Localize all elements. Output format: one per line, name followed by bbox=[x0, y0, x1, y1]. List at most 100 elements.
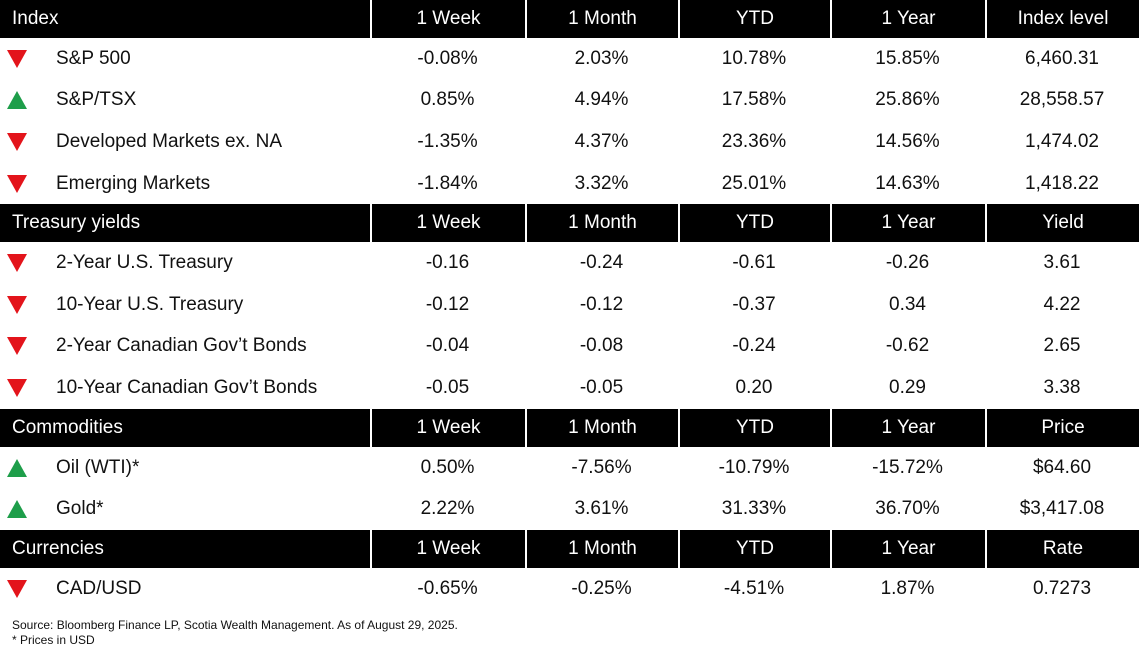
section-header: Commodities 1 Week 1 Month YTD 1 Year Price bbox=[0, 408, 1139, 447]
value-cell: -0.12 bbox=[525, 284, 678, 326]
value-cell: 2.03% bbox=[525, 38, 678, 80]
cell-text: 2.03% bbox=[574, 47, 629, 69]
value-cell: 3.61 bbox=[985, 242, 1139, 284]
cell-text: -0.08 bbox=[579, 335, 624, 357]
value-cell: 0.20 bbox=[678, 367, 830, 409]
cell-text: 0.7273 bbox=[1032, 577, 1092, 599]
value-cell: 14.63% bbox=[830, 163, 985, 205]
header-cell: 1 Year bbox=[830, 204, 985, 243]
name-cell: Gold* bbox=[0, 488, 370, 530]
cell-text: -0.12 bbox=[425, 293, 470, 315]
name-cell: 10-Year U.S. Treasury bbox=[0, 284, 370, 326]
cell-text: $3,417.08 bbox=[1019, 498, 1105, 520]
cell-text: 0.29 bbox=[889, 376, 926, 398]
value-cell: 4.37% bbox=[525, 121, 678, 163]
value-cell: $64.60 bbox=[985, 447, 1139, 489]
cell-text: -15.72% bbox=[872, 456, 943, 478]
name-cell: 10-Year Canadian Gov’t Bonds bbox=[0, 367, 370, 409]
cell-text: 2-Year U.S. Treasury bbox=[56, 252, 233, 274]
trend-down-icon bbox=[7, 174, 27, 193]
header-cell: YTD bbox=[678, 204, 830, 243]
cell-text: 23.36% bbox=[721, 130, 787, 152]
footnote: Source: Bloomberg Finance LP, Scotia Wea… bbox=[12, 618, 458, 632]
cell-text: 14.63% bbox=[875, 172, 940, 194]
cell-text: 28,558.57 bbox=[1019, 89, 1105, 111]
cell-text: 1.87% bbox=[880, 577, 935, 599]
cell-text: 10-Year Canadian Gov’t Bonds bbox=[56, 376, 318, 398]
cell-text: Developed Markets ex. NA bbox=[56, 130, 282, 152]
header-cell: Index bbox=[12, 8, 59, 29]
header-cell: 1 Year bbox=[830, 0, 985, 38]
value-cell: 0.50% bbox=[370, 447, 525, 489]
trend-down-icon bbox=[7, 579, 27, 598]
cell-text: -1.84% bbox=[417, 172, 478, 194]
value-cell: -0.65% bbox=[370, 568, 525, 610]
value-cell: -0.04 bbox=[370, 326, 525, 368]
value-cell: 0.7273 bbox=[985, 568, 1139, 610]
value-cell: 4.94% bbox=[525, 80, 678, 122]
cell-text: -0.37 bbox=[732, 293, 776, 315]
name-cell: S&P 500 bbox=[0, 38, 370, 80]
cell-text: 10-Year U.S. Treasury bbox=[56, 293, 244, 315]
table-row: 10-Year Canadian Gov’t Bonds -0.05 -0.05 0.… bbox=[0, 367, 1139, 409]
cell-text: 17.58% bbox=[721, 89, 787, 111]
value-cell: -0.05 bbox=[370, 367, 525, 409]
header-cell: 1 Year bbox=[830, 529, 985, 568]
cell-text: -0.65% bbox=[417, 577, 478, 599]
table-row: 2-Year U.S. Treasury -0.16 -0.24 -0.61 -0.26… bbox=[0, 242, 1139, 284]
table-row: 2-Year Canadian Gov’t Bonds -0.04 -0.08 -0.… bbox=[0, 326, 1139, 368]
cell-text: 25.01% bbox=[721, 172, 787, 194]
header-cell: 1 Week bbox=[370, 0, 525, 38]
cell-text: -0.26 bbox=[885, 252, 930, 274]
value-cell: 14.56% bbox=[830, 121, 985, 163]
market-table: Index 1 Week 1 Month YTD 1 Year Index level S&… bbox=[0, 0, 1139, 610]
header-cell: 1 Month bbox=[525, 408, 678, 447]
cell-text: $64.60 bbox=[1032, 456, 1092, 478]
cell-text: 31.33% bbox=[721, 498, 787, 520]
value-cell: 31.33% bbox=[678, 488, 830, 530]
cell-text: 2.65 bbox=[1043, 335, 1081, 357]
header-cell: 1 Year bbox=[830, 408, 985, 447]
value-cell: 3.38 bbox=[985, 367, 1139, 409]
table-row: S&P 500 -0.08% 2.03% 10.78% 15.85% 6,460.31 bbox=[0, 38, 1139, 80]
name-cell: S&P/TSX bbox=[0, 80, 370, 122]
value-cell: -0.24 bbox=[678, 326, 830, 368]
name-cell: Developed Markets ex. NA bbox=[0, 121, 370, 163]
cell-text: Emerging Markets bbox=[56, 172, 211, 194]
value-cell: 10.78% bbox=[678, 38, 830, 80]
cell-text: -0.04 bbox=[425, 335, 470, 357]
table-row: Gold* 2.22% 3.61% 31.33% 36.70% $3,417.08 bbox=[0, 488, 1139, 530]
value-cell: 1.87% bbox=[830, 568, 985, 610]
value-cell: 23.36% bbox=[678, 121, 830, 163]
header-cell: Yield bbox=[985, 204, 1139, 243]
cell-text: 1,418.22 bbox=[1025, 172, 1099, 194]
trend-up-icon bbox=[7, 500, 27, 519]
header-cell: YTD bbox=[678, 529, 830, 568]
value-cell: 17.58% bbox=[678, 80, 830, 122]
cell-text: -7.56% bbox=[571, 456, 632, 478]
value-cell: -7.56% bbox=[525, 447, 678, 489]
header-cell: 1 Month bbox=[525, 204, 678, 243]
value-cell: -0.61 bbox=[678, 242, 830, 284]
footnote: * Prices in USD bbox=[12, 633, 95, 647]
table-row: CAD/USD -0.65% -0.25% -4.51% 1.87% 0.7273 bbox=[0, 568, 1139, 610]
table-row: 10-Year U.S. Treasury -0.12 -0.12 -0.37 0.34… bbox=[0, 284, 1139, 326]
cell-text: -0.62 bbox=[885, 335, 930, 357]
value-cell: 25.86% bbox=[830, 80, 985, 122]
cell-text: 14.56% bbox=[875, 130, 940, 152]
cell-text: 4.22 bbox=[1043, 293, 1081, 315]
value-cell: 15.85% bbox=[830, 38, 985, 80]
name-cell: 2-Year U.S. Treasury bbox=[0, 242, 370, 284]
header-cell: Price bbox=[985, 408, 1139, 447]
value-cell: -0.37 bbox=[678, 284, 830, 326]
trend-up-icon bbox=[7, 91, 27, 110]
value-cell: -10.79% bbox=[678, 447, 830, 489]
section-header: Treasury yields 1 Week 1 Month YTD 1 Year Yie… bbox=[0, 204, 1139, 243]
cell-text: 1,474.02 bbox=[1025, 130, 1099, 152]
name-cell: Oil (WTI)* bbox=[0, 447, 370, 489]
table-row: Developed Markets ex. NA -1.35% 4.37% 23.36… bbox=[0, 121, 1139, 163]
value-cell: -0.05 bbox=[525, 367, 678, 409]
header-cell: Commodities bbox=[12, 416, 123, 438]
header-cell: Index level bbox=[985, 0, 1139, 38]
cell-text: 4.37% bbox=[574, 130, 629, 152]
